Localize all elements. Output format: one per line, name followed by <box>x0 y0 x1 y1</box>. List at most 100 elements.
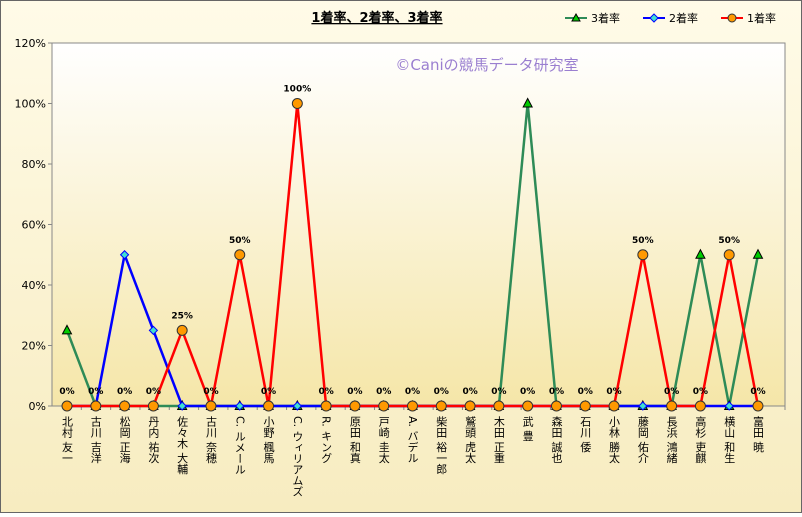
marker <box>234 249 246 261</box>
value-label: 0% <box>59 387 74 397</box>
marker <box>522 97 533 108</box>
marker <box>579 400 591 412</box>
marker <box>695 248 706 259</box>
marker <box>177 401 187 411</box>
marker <box>493 400 505 412</box>
marker <box>147 400 159 412</box>
marker <box>291 98 303 109</box>
x-tick-label: 森田 誠也 <box>550 415 563 464</box>
marker <box>550 400 562 412</box>
legend-marker <box>727 13 737 23</box>
marker <box>119 400 131 412</box>
marker <box>176 324 188 336</box>
value-label: 0% <box>88 387 103 397</box>
x-tick-label: 鷲頭 虎太 <box>464 415 477 464</box>
marker <box>61 400 73 412</box>
value-label: 0% <box>693 387 708 397</box>
x-tick-label: 北村 友一 <box>61 416 74 464</box>
marker <box>148 325 159 336</box>
marker <box>723 249 735 261</box>
y-tick-label: 0% <box>29 400 46 413</box>
x-tick-label: C. ウィリアムズ <box>291 416 304 497</box>
x-tick-label: 富田 暁 <box>752 415 765 453</box>
marker <box>61 324 73 335</box>
value-label: 0% <box>203 387 218 397</box>
chart-title: 1着率、2着率、3着率 <box>311 10 442 26</box>
value-label: 50% <box>632 236 654 246</box>
marker <box>638 401 648 411</box>
x-tick-label: 横山 和生 <box>723 415 736 464</box>
x-tick-label: 小林 勝太 <box>608 416 621 464</box>
value-label: 0% <box>318 387 333 397</box>
marker <box>119 250 130 260</box>
marker <box>752 400 764 412</box>
marker <box>378 400 390 412</box>
value-label: 50% <box>229 236 251 246</box>
y-tick-label: 20% <box>22 340 46 353</box>
x-tick-label: R. キング <box>320 416 333 463</box>
value-label: 0% <box>405 387 420 397</box>
value-label: 0% <box>434 387 449 397</box>
x-tick-label: 藤岡 佑介 <box>636 416 649 464</box>
marker <box>263 400 275 412</box>
value-label: 0% <box>606 387 621 397</box>
x-tick-label: C. ルメール <box>233 416 246 475</box>
value-label: 100% <box>283 85 311 95</box>
marker <box>320 400 332 412</box>
legend-label: 3着率 <box>591 11 620 25</box>
y-tick-label: 60% <box>22 219 46 232</box>
value-label: 0% <box>462 387 477 397</box>
marker <box>694 400 706 412</box>
x-tick-label: 小野 楓馬 <box>262 416 275 464</box>
value-label: 0% <box>664 387 679 397</box>
value-label: 0% <box>117 387 132 397</box>
x-tick-label: 戸崎 圭太 <box>377 416 390 464</box>
marker <box>752 248 764 259</box>
x-tick-label: 松岡 正海 <box>118 415 131 464</box>
x-tick-label: 丹内 祐次 <box>147 416 160 464</box>
x-tick-label: 木田 正重 <box>492 416 505 464</box>
legend-label: 1着率 <box>747 11 776 25</box>
value-label: 0% <box>376 387 391 397</box>
marker <box>292 401 303 411</box>
value-label: 0% <box>549 387 564 397</box>
marker <box>235 401 245 411</box>
marker <box>407 400 418 412</box>
value-label: 50% <box>718 236 740 246</box>
legend-label: 2着率 <box>669 11 698 25</box>
value-label: 0% <box>491 387 506 397</box>
x-tick-label: 長浜 鴻緒 <box>665 416 678 464</box>
marker <box>637 249 649 261</box>
value-label: 0% <box>750 387 765 397</box>
legend-marker <box>571 12 581 22</box>
marker <box>666 400 678 412</box>
y-tick-label: 120% <box>15 37 46 50</box>
x-tick-label: 武 豊 <box>521 416 534 442</box>
marker <box>205 400 217 412</box>
y-tick-label: 80% <box>22 158 46 171</box>
y-tick-label: 100% <box>15 98 46 111</box>
y-tick-label: 40% <box>22 279 46 292</box>
marker <box>608 400 620 412</box>
plot-area <box>51 42 786 407</box>
x-tick-label: 古川 吉洋 <box>89 416 102 464</box>
value-label: 0% <box>520 387 535 397</box>
marker <box>435 400 447 412</box>
watermark: ©Caniの競馬データ研究室 <box>395 56 578 74</box>
x-tick-label: 佐々木 大輔 <box>176 415 189 475</box>
legend-marker <box>649 13 659 23</box>
value-label: 0% <box>347 387 362 397</box>
x-tick-label: 原田 和真 <box>348 416 361 464</box>
x-tick-label: 柴田 裕一郎 <box>435 415 448 475</box>
value-label: 0% <box>578 387 593 397</box>
marker <box>464 400 476 412</box>
x-tick-label: 古川 奈穂 <box>204 416 217 464</box>
marker <box>522 400 534 412</box>
value-label: 0% <box>146 387 161 397</box>
marker <box>90 400 102 412</box>
marker <box>349 400 361 412</box>
x-tick-label: 高杉 吏麒 <box>694 415 707 464</box>
marker <box>724 401 734 411</box>
value-label: 25% <box>171 311 193 321</box>
